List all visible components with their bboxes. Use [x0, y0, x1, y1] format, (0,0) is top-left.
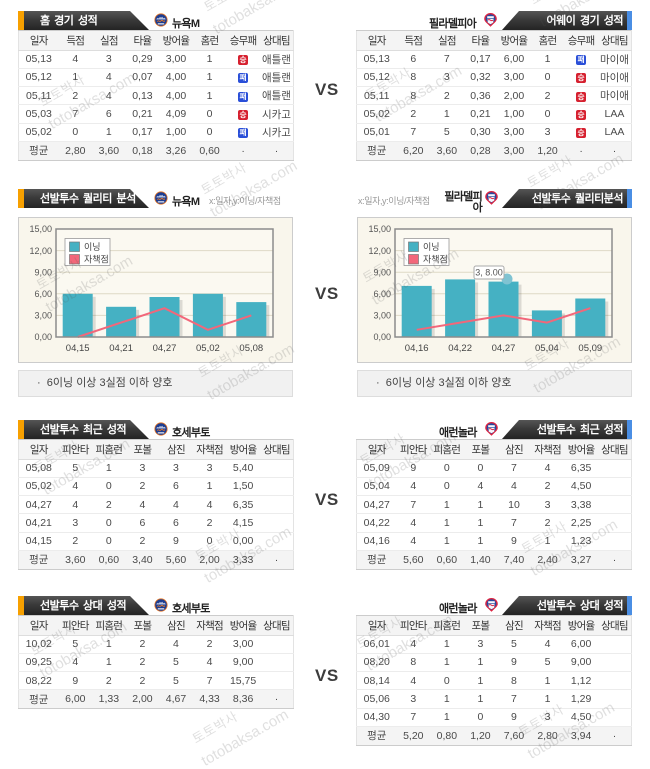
svg-text:이닝: 이닝 [423, 242, 440, 252]
svg-text:토토박사: 토토박사 [190, 709, 241, 747]
svg-text:15,00: 15,00 [368, 224, 391, 234]
svg-text:12,00: 12,00 [29, 246, 52, 256]
svg-text:05,02: 05,02 [196, 343, 220, 354]
svg-text:토토박사: 토토박사 [201, 0, 252, 15]
svg-text:04,27: 04,27 [492, 343, 516, 354]
svg-text:04,16: 04,16 [405, 343, 429, 354]
svg-text:12,00: 12,00 [368, 246, 391, 256]
svg-text:0,00: 0,00 [373, 332, 391, 342]
svg-text:15,00: 15,00 [29, 224, 52, 234]
svg-text:04,15: 04,15 [66, 343, 90, 354]
svg-text:0,00: 0,00 [34, 332, 52, 342]
svg-text:9,00: 9,00 [373, 267, 391, 277]
svg-text:자책점: 자책점 [84, 254, 109, 265]
svg-text:05,09: 05,09 [578, 343, 602, 354]
svg-text:9,00: 9,00 [34, 267, 52, 277]
svg-text:토토박사: 토토박사 [527, 0, 578, 8]
svg-text:04,27: 04,27 [153, 343, 177, 354]
svg-text:04,22: 04,22 [448, 343, 472, 354]
svg-text:6,00: 6,00 [34, 289, 52, 299]
svg-text:3,00: 3,00 [34, 311, 52, 321]
svg-text:04,21: 04,21 [109, 343, 133, 354]
svg-text:05,04: 05,04 [535, 343, 559, 354]
svg-text:6,00: 6,00 [373, 289, 391, 299]
svg-text:totobaksa.com: totobaksa.com [199, 706, 292, 769]
svg-text:토토박사: 토토박사 [198, 160, 249, 198]
svg-text:totobaksa.com: totobaksa.com [207, 157, 300, 221]
svg-text:자책점: 자책점 [423, 254, 448, 265]
svg-text:05,08: 05,08 [239, 343, 263, 354]
svg-text:3, 8.00: 3, 8.00 [475, 268, 503, 278]
svg-text:3,00: 3,00 [373, 311, 391, 321]
svg-text:이닝: 이닝 [84, 242, 101, 252]
